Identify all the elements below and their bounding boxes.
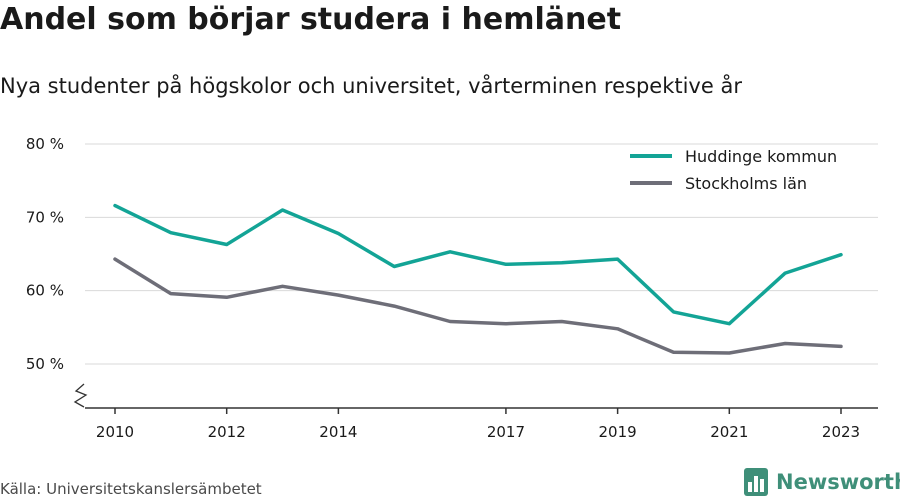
bar-chart-icon	[744, 468, 768, 496]
x-tick-label: 2021	[710, 423, 748, 441]
x-tick-label: 2012	[208, 423, 246, 441]
legend-label-stockholm: Stockholms län	[685, 174, 807, 193]
x-axis: 2010 2012 2014 2017 2019 2021 2023	[73, 383, 878, 441]
x-tick-label: 2019	[599, 423, 637, 441]
line-chart: 50 % 60 % 70 % 80 % 2010 2012 2014 2017 2019 202…	[26, 135, 878, 441]
y-tick-label: 80 %	[26, 135, 64, 153]
series-lines	[113, 203, 843, 355]
source-note: Källa: Universitetskanslersämbetet	[0, 480, 262, 498]
x-tick-label: 2017	[487, 423, 525, 441]
y-tick-label: 70 %	[26, 208, 64, 226]
y-tick-label: 60 %	[26, 282, 64, 300]
gridlines	[85, 143, 878, 365]
x-tick-label: 2023	[822, 423, 860, 441]
legend: Huddinge kommun Stockholms län	[630, 147, 837, 193]
brand-name: Newsworthy	[776, 470, 900, 494]
y-axis-ticks: 50 % 60 % 70 % 80 %	[26, 135, 64, 373]
x-tick-label: 2014	[319, 423, 357, 441]
chart-title: Andel som börjar studera i hemlänet	[0, 2, 622, 37]
x-tick-label: 2010	[96, 423, 134, 441]
brand: Newsworthy	[744, 468, 900, 496]
series-line-huddinge	[113, 203, 843, 326]
chart-subtitle: Nya studenter på högskolor och universit…	[0, 74, 742, 98]
axis-break-marker	[73, 383, 88, 408]
series-line-stockholm	[113, 257, 843, 355]
y-tick-label: 50 %	[26, 355, 64, 373]
legend-label-huddinge: Huddinge kommun	[685, 147, 837, 166]
